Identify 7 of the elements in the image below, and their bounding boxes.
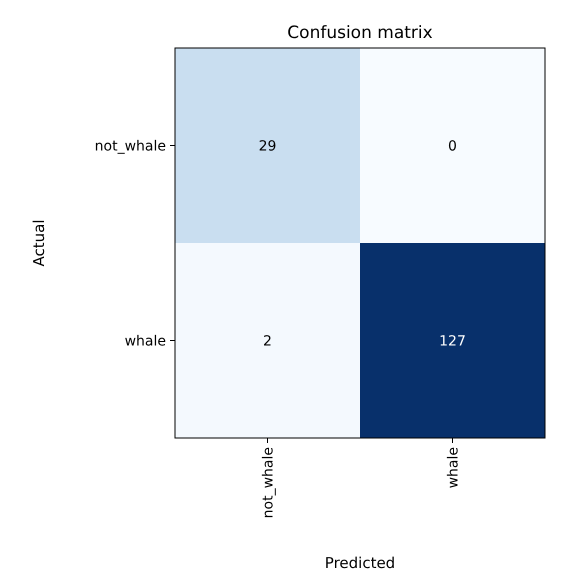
- data-label: 0: [448, 138, 457, 154]
- data-label: 29: [258, 138, 276, 154]
- data-label: 2: [263, 333, 272, 350]
- x-axis-title: Predicted: [324, 554, 396, 572]
- y-axis-title: Actual: [30, 220, 48, 266]
- chart-title: Confusion matrix: [287, 23, 433, 43]
- data-label: 127: [439, 333, 466, 350]
